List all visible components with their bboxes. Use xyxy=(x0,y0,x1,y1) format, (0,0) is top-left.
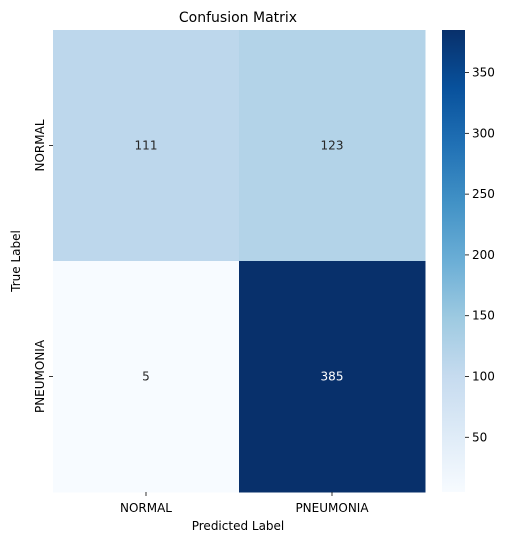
y-axis-ticks: NORMAL PNEUMONIA xyxy=(33,119,53,413)
cell-annotations: 111 123 5 385 xyxy=(135,139,344,384)
heatmap-cell xyxy=(53,261,240,493)
y-tick-label: PNEUMONIA xyxy=(33,339,47,413)
colorbar-tick-label: 200 xyxy=(472,248,495,262)
y-axis-label: True Label xyxy=(9,230,23,293)
heatmap-cell xyxy=(53,30,240,262)
x-tick-label: PNEUMONIA xyxy=(295,501,369,515)
y-tick-label: NORMAL xyxy=(33,119,47,171)
cell-value: 123 xyxy=(321,139,344,153)
heatmap-cell xyxy=(239,261,426,493)
cell-value: 111 xyxy=(135,139,158,153)
colorbar-tick-label: 150 xyxy=(472,309,495,323)
x-axis-ticks: NORMAL PNEUMONIA xyxy=(120,492,369,515)
x-tick-label: NORMAL xyxy=(120,501,172,515)
colorbar xyxy=(442,30,465,492)
cell-value: 385 xyxy=(321,370,344,384)
chart-title: Confusion Matrix xyxy=(179,10,297,26)
x-axis-label: Predicted Label xyxy=(192,519,285,533)
heatmap-cells xyxy=(53,30,426,493)
heatmap-cell xyxy=(239,30,426,262)
colorbar-tick-label: 100 xyxy=(472,370,495,384)
colorbar-tick-label: 300 xyxy=(472,126,495,140)
colorbar-ticks: 50 100 150 200 250 300 350 xyxy=(465,66,495,444)
colorbar-tick-label: 50 xyxy=(472,430,487,444)
colorbar-tick-label: 350 xyxy=(472,66,495,80)
colorbar-tick-label: 250 xyxy=(472,187,495,201)
cell-value: 5 xyxy=(142,370,150,384)
